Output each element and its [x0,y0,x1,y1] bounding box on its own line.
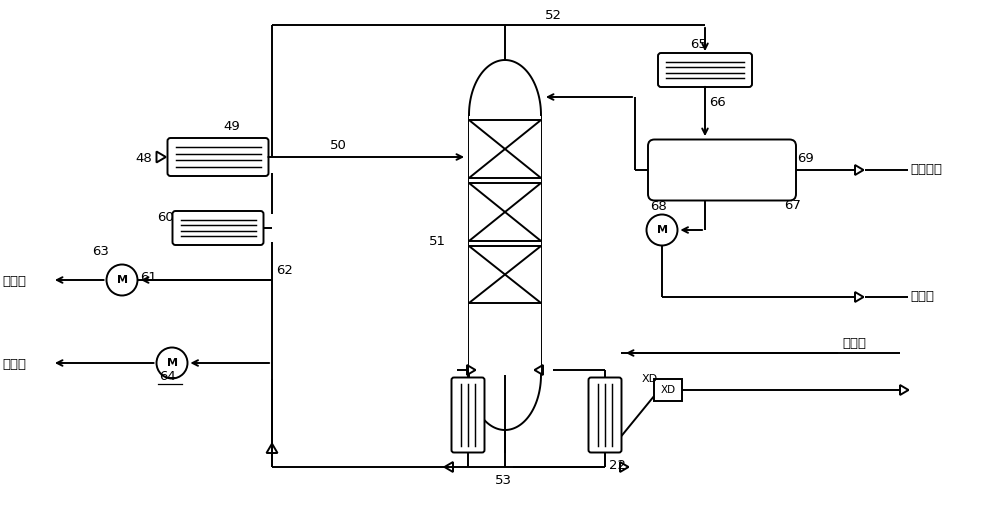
Text: 48: 48 [136,152,152,165]
Text: 63: 63 [92,245,109,258]
FancyBboxPatch shape [648,140,796,201]
Text: M: M [166,358,178,368]
FancyBboxPatch shape [168,138,268,176]
Text: M: M [116,275,128,285]
Text: 65: 65 [690,38,707,51]
Text: 64: 64 [159,370,175,383]
Text: 67: 67 [784,199,801,212]
Text: 去二凝: 去二凝 [2,275,26,288]
Bar [654,379,682,401]
Text: 69: 69 [798,152,814,165]
FancyBboxPatch shape [588,377,622,453]
FancyBboxPatch shape [451,377,484,453]
Text: 去界区: 去界区 [2,358,26,371]
Text: 62: 62 [276,264,293,277]
Text: XD: XD [660,385,676,395]
FancyBboxPatch shape [173,211,264,245]
FancyBboxPatch shape [658,53,752,87]
Text: 68: 68 [650,200,667,213]
Text: 工艺气: 工艺气 [842,337,866,350]
Text: 66: 66 [709,96,726,109]
Text: 60: 60 [158,211,174,224]
Text: 50: 50 [330,139,347,152]
Text: 52: 52 [545,9,562,22]
Text: XD: XD [642,374,658,384]
Text: M: M [656,225,668,235]
Text: 去界区: 去界区 [910,290,934,303]
Text: 49: 49 [223,120,240,133]
Text: 61: 61 [140,271,157,284]
Text: 22: 22 [609,459,626,472]
Text: 去再生气: 去再生气 [910,163,942,176]
Text: 53: 53 [495,474,512,487]
Text: 51: 51 [429,235,446,248]
Polygon shape [469,115,541,375]
